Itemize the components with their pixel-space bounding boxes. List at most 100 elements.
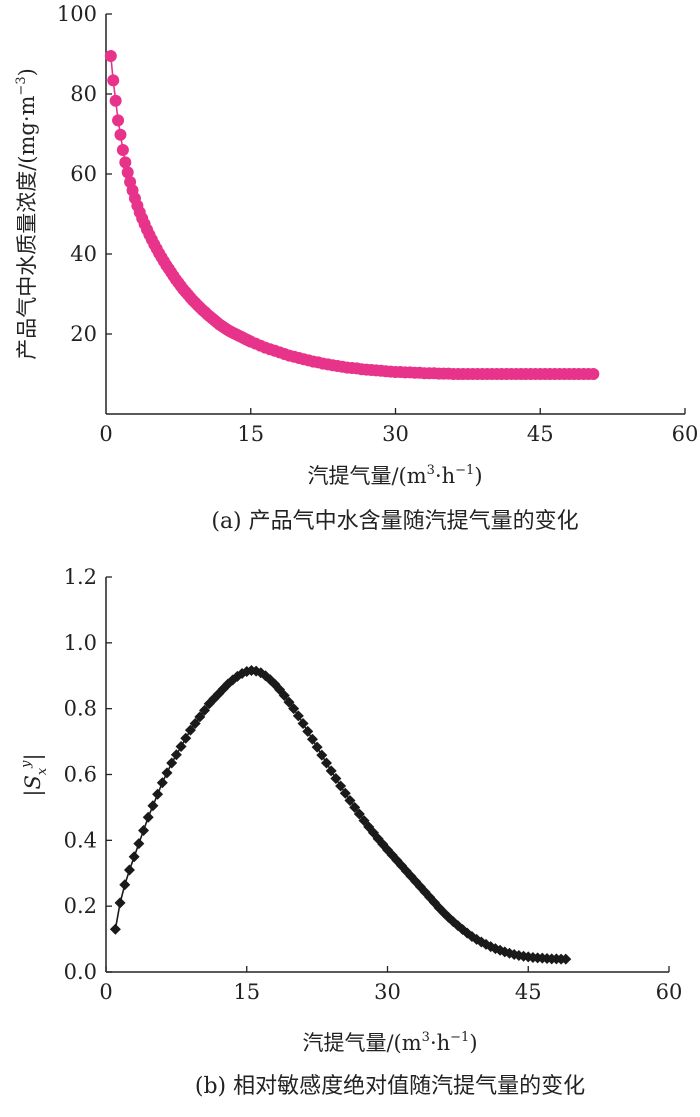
chart-b-xlabel-sup: 3	[422, 1030, 430, 1045]
chart-b-series-line	[114, 669, 566, 961]
chart-a-data-point	[121, 166, 134, 179]
chart-b-data-point	[194, 711, 206, 723]
chart-a-data-point	[104, 50, 117, 62]
chart-a-caption: (a) 产品气中水含量随汽提气量的变化	[211, 509, 578, 534]
chart-a-ylabel-sup: −3	[14, 76, 29, 95]
chart-a-y-tick-label: 100	[57, 2, 97, 26]
chart-a-data-point	[119, 156, 132, 169]
chart-a-x-tick-label: 60	[672, 422, 699, 446]
chart-b-data-point	[166, 757, 178, 769]
chart-b-data-point	[339, 787, 351, 799]
chart-b-ticks: 0 15 30 45 60 0.0 0.2 0.4 0.6 0.8 1.0 1.2	[64, 565, 683, 1004]
chart-b-data-point	[560, 953, 572, 965]
chart-b-data-point	[184, 724, 196, 736]
chart-b-data-point	[114, 897, 126, 909]
chart-b-data-point	[353, 808, 365, 820]
chart-b-data-point	[128, 851, 140, 863]
chart-b-data-point	[292, 710, 304, 722]
chart-a-data-point	[116, 144, 129, 156]
chart-b-xlabel-end: )	[469, 1031, 477, 1055]
chart-a-xlabel-end: )	[474, 464, 482, 488]
chart-a-data-point	[114, 128, 127, 141]
chart-b-data-point	[306, 733, 318, 745]
chart-b-data-point	[156, 777, 168, 789]
chart-b-x-tick-label: 15	[233, 980, 260, 1004]
chart-b-data-point	[278, 690, 290, 701]
chart-b-ylabel-end: |	[21, 753, 46, 760]
chart-b-data-point	[161, 767, 173, 779]
chart-a-x-axis-title: 汽提气量/(m3·h−1)	[307, 463, 482, 488]
chart-a-data-point	[112, 114, 125, 127]
chart-a-y-tick-label: 80	[70, 82, 97, 106]
chart-b-y-tick-label: 1.0	[64, 631, 97, 655]
chart-b-data-point	[349, 801, 361, 813]
chart-a-x-tick-label: 30	[382, 422, 409, 446]
chart-a-y-tick-label: 20	[70, 322, 97, 346]
chart-b-data-point	[123, 864, 135, 876]
chart-b-data-point	[180, 732, 192, 744]
chart-a-ylabel-end: )	[15, 68, 39, 76]
chart-b-data-point	[325, 765, 337, 777]
chart-b-y-tick-label: 1.2	[64, 565, 97, 589]
chart-b-data-point	[311, 741, 323, 753]
chart-b-data-point	[133, 838, 145, 850]
chart-b-xlabel-mid: ·h	[430, 1031, 450, 1055]
chart-a-y-tick-label: 40	[70, 242, 97, 266]
chart-b-data-point	[321, 757, 333, 769]
chart-a-ylabel-text: 产品气中水质量浓度/(mg·m	[15, 95, 39, 359]
chart-b-data-point	[175, 741, 187, 753]
chart-a-y-tick-label: 60	[70, 162, 97, 186]
chart-b-data-point	[316, 749, 328, 761]
chart-b: 0 15 30 45 60 0.0 0.2 0.4 0.6 0.8 1.0 1.2 汽提气量/(m3·…	[19, 565, 682, 1099]
chart-b-y-tick-label: 0.2	[64, 894, 97, 918]
chart-a-xlabel-mid: ·h	[435, 464, 455, 488]
chart-b-caption: (b) 相对敏感度绝对值随汽提气量的变化	[195, 1074, 585, 1099]
chart-b-data-point	[199, 704, 211, 716]
chart-b-data-point	[109, 923, 121, 935]
chart-a-y-axis-title: 产品气中水质量浓度/(mg·m−3)	[14, 68, 39, 360]
chart-a: 15 30 45 60 20 40 60 80 100 0 汽提气量/(m3·h−1) 产品气中…	[14, 2, 698, 534]
chart-b-y-tick-label: 0.8	[64, 697, 97, 721]
chart-b-xlabel-text: 汽提气量/(m	[302, 1031, 421, 1055]
chart-b-x-tick-label: 0	[99, 980, 112, 1004]
chart-a-ticks: 15 30 45 60 20 40 60 80 100	[57, 2, 698, 446]
chart-a-data-point	[107, 74, 120, 87]
chart-a-series-line	[110, 55, 594, 375]
chart-b-xlabel-sup2: −1	[450, 1030, 469, 1045]
chart-b-y-tick-label: 0.4	[64, 828, 97, 852]
chart-b-data-point	[344, 795, 356, 807]
chart-a-xlabel-text: 汽提气量/(m	[307, 464, 426, 488]
chart-b-data-point	[142, 811, 154, 823]
chart-b-data-point	[302, 725, 314, 737]
chart-a-x-tick-label: 45	[527, 422, 554, 446]
chart-b-ylabel-sup: y	[19, 760, 34, 769]
chart-b-ylabel-sub: x	[35, 767, 50, 775]
chart-b-data-point	[330, 772, 342, 784]
chart-b-data-point	[288, 703, 300, 715]
chart-b-data-point	[283, 696, 295, 708]
chart-b-data-point	[119, 879, 131, 891]
chart-b-x-tick-label: 60	[656, 980, 683, 1004]
chart-a-xlabel-sup: 3	[427, 463, 435, 478]
chart-b-data-point	[335, 780, 347, 792]
chart-b-y-tick-label: 0.6	[64, 763, 97, 787]
chart-b-marks	[109, 664, 572, 965]
chart-b-data-point	[297, 717, 309, 729]
chart-b-y-axis-title: |Sxy|	[19, 753, 50, 796]
chart-a-data-point	[109, 94, 122, 107]
chart-b-data-point	[152, 788, 164, 800]
chart-a-data-point	[587, 368, 600, 380]
chart-b-y-tick-label: 0.0	[64, 960, 97, 984]
chart-b-x-axis-title: 汽提气量/(m3·h−1)	[302, 1030, 477, 1055]
chart-b-x-tick-label: 30	[374, 980, 401, 1004]
chart-a-origin-label: 0	[99, 422, 112, 446]
chart-b-data-point	[147, 800, 159, 812]
chart-b-ylabel-text: |S	[21, 775, 46, 796]
chart-b-data-point	[170, 749, 182, 761]
chart-a-x-tick-label: 15	[237, 422, 264, 446]
chart-b-x-tick-label: 45	[515, 980, 542, 1004]
chart-b-data-point	[189, 717, 201, 729]
chart-a-marks	[104, 50, 600, 380]
chart-a-xlabel-sup2: −1	[455, 463, 474, 478]
